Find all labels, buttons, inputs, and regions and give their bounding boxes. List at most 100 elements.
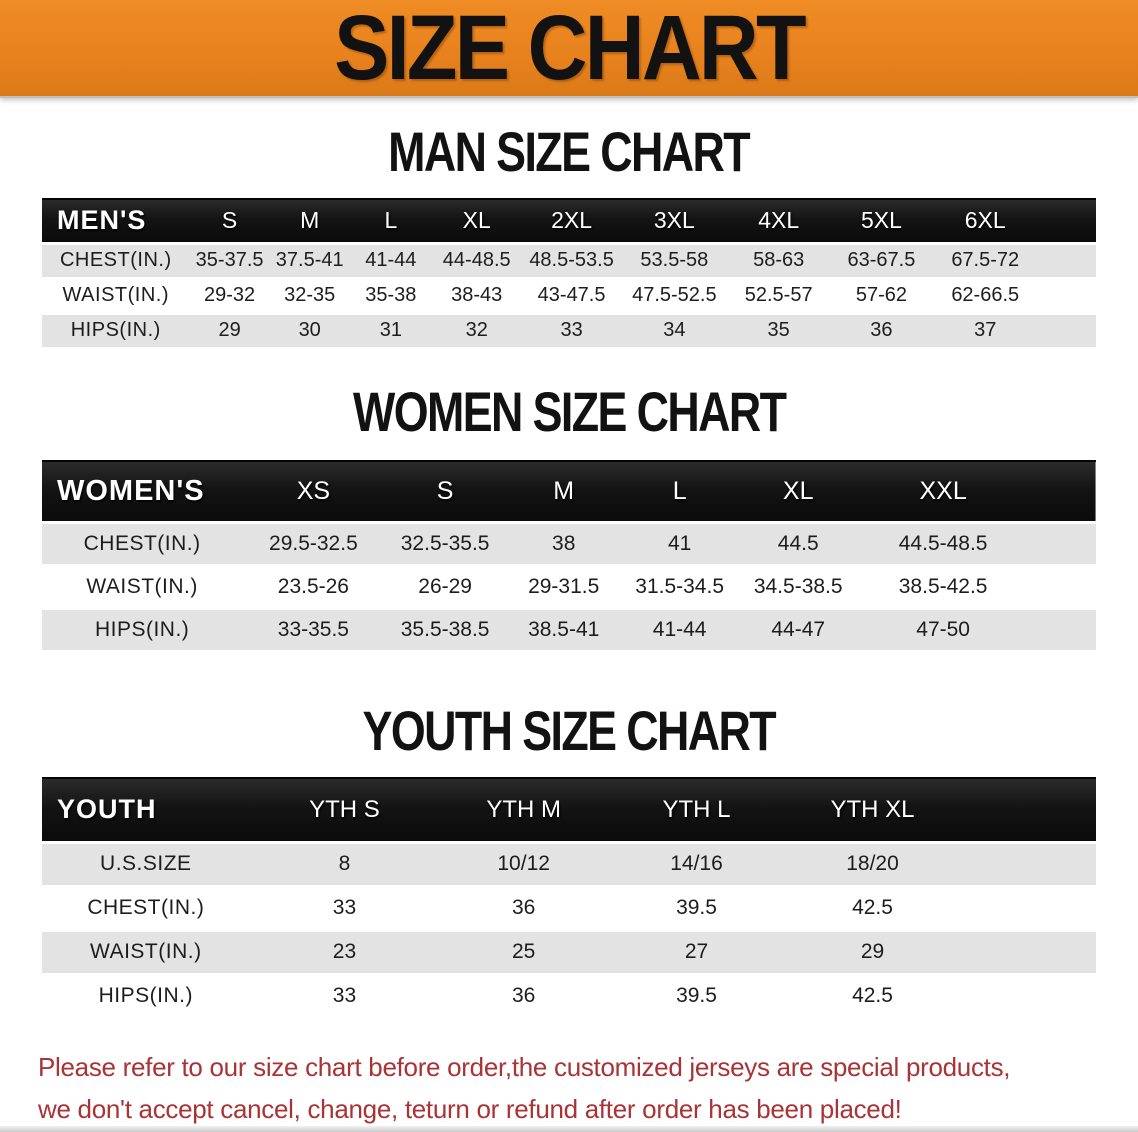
size-value-cell: 29 bbox=[785, 928, 960, 976]
women-section-heading: WOMEN SIZE CHART bbox=[0, 379, 1138, 443]
measurement-row: WAIST(IN.) 29-32 32-35 35-38 38-43 43-47.5 47.… bbox=[42, 276, 1096, 315]
size-column-header: XL bbox=[431, 198, 522, 244]
size-column-header: L bbox=[349, 198, 432, 244]
size-value-cell: 38.5-42.5 bbox=[858, 564, 1028, 610]
size-value-cell: 44.5-48.5 bbox=[858, 521, 1028, 567]
header-spacer-cell bbox=[959, 777, 1096, 843]
size-value-cell: 33 bbox=[521, 311, 622, 350]
size-column-header: L bbox=[621, 459, 738, 524]
table-corner-label: MEN'S bbox=[42, 198, 190, 244]
banner-title: SIZE CHART bbox=[334, 0, 807, 99]
row-spacer-cell bbox=[1027, 521, 1096, 567]
row-label: CHEST(IN.) bbox=[42, 884, 250, 932]
size-column-header: 6XL bbox=[932, 198, 1038, 244]
size-value-cell: 38-43 bbox=[431, 276, 522, 315]
measurement-row: HIPS(IN.) 33 36 39.5 42.5 bbox=[42, 972, 1096, 1020]
youth-section-heading-text: YOUTH SIZE CHART bbox=[362, 699, 777, 762]
man-section-heading: MAN SIZE CHART bbox=[0, 124, 1138, 180]
size-value-cell: 34 bbox=[621, 311, 728, 350]
size-value-cell: 23 bbox=[249, 928, 440, 976]
size-value-cell: 41-44 bbox=[621, 607, 738, 653]
size-value-cell: 14/16 bbox=[607, 840, 786, 888]
size-column-header: YTH XL bbox=[785, 777, 960, 843]
size-value-cell: 38 bbox=[505, 521, 622, 567]
women-section-heading-text: WOMEN SIZE CHART bbox=[352, 379, 787, 443]
size-value-cell: 26-29 bbox=[384, 564, 506, 610]
size-value-cell: 38.5-41 bbox=[505, 607, 622, 653]
size-value-cell: 34.5-38.5 bbox=[737, 564, 859, 610]
measurement-row: U.S.SIZE 8 10/12 14/16 18/20 bbox=[42, 840, 1096, 888]
size-value-cell: 30 bbox=[269, 311, 350, 350]
size-value-cell: 44-48.5 bbox=[431, 241, 522, 280]
men-size-table: MEN'S S M L XL 2XL 3XL 4XL 5XL 6XL CHEST(IN.) 35-37… bbox=[42, 198, 1096, 350]
row-spacer-cell bbox=[1037, 241, 1096, 280]
measurement-row: WAIST(IN.) 23.5-26 26-29 29-31.5 31.5-34.5 34… bbox=[42, 564, 1096, 610]
row-spacer-cell bbox=[1037, 311, 1096, 350]
header-spacer-cell bbox=[1027, 459, 1096, 524]
row-label: CHEST(IN.) bbox=[42, 241, 190, 280]
size-value-cell: 36 bbox=[830, 311, 933, 350]
size-value-cell: 29-32 bbox=[189, 276, 270, 315]
size-column-header: XL bbox=[737, 459, 859, 524]
size-value-cell: 44-47 bbox=[737, 607, 859, 653]
size-value-cell: 63-67.5 bbox=[830, 241, 933, 280]
size-value-cell: 35 bbox=[727, 311, 831, 350]
size-value-cell: 42.5 bbox=[785, 884, 960, 932]
table-header-row: WOMEN'S XS S M L XL XXL bbox=[42, 459, 1096, 524]
size-value-cell: 32 bbox=[431, 311, 522, 350]
measurement-row: CHEST(IN.) 35-37.5 37.5-41 41-44 44-48.5 48.5… bbox=[42, 241, 1096, 280]
measurement-row: WAIST(IN.) 23 25 27 29 bbox=[42, 928, 1096, 976]
row-spacer-cell bbox=[959, 840, 1096, 888]
measurement-row: CHEST(IN.) 33 36 39.5 42.5 bbox=[42, 884, 1096, 932]
youth-size-table: YOUTH YTH S YTH M YTH L YTH XL U.S.SIZE 8 10/12… bbox=[42, 777, 1096, 1020]
size-column-header: M bbox=[505, 459, 622, 524]
size-value-cell: 39.5 bbox=[607, 972, 786, 1020]
row-spacer-cell bbox=[959, 928, 1096, 976]
disclaimer-line-2: we don't accept cancel, change, teturn o… bbox=[38, 1093, 902, 1124]
size-value-cell: 31.5-34.5 bbox=[621, 564, 738, 610]
youth-section-heading: YOUTH SIZE CHART bbox=[0, 699, 1138, 762]
size-column-header: S bbox=[189, 198, 270, 244]
size-value-cell: 39.5 bbox=[607, 884, 786, 932]
measurement-row: HIPS(IN.) 29 30 31 32 33 34 35 36 37 bbox=[42, 311, 1096, 350]
row-spacer-cell bbox=[1027, 564, 1096, 610]
size-value-cell: 47-50 bbox=[858, 607, 1028, 653]
size-value-cell: 35.5-38.5 bbox=[384, 607, 506, 653]
size-value-cell: 53.5-58 bbox=[621, 241, 728, 280]
row-label: U.S.SIZE bbox=[42, 840, 250, 888]
size-column-header: 2XL bbox=[521, 198, 622, 244]
women-size-table: WOMEN'S XS S M L XL XXL CHEST(IN.) 29.5-32.5 32.5… bbox=[42, 459, 1096, 653]
size-value-cell: 32-35 bbox=[269, 276, 350, 315]
size-value-cell: 37 bbox=[932, 311, 1038, 350]
row-label: HIPS(IN.) bbox=[42, 972, 250, 1020]
row-label: WAIST(IN.) bbox=[42, 564, 243, 610]
row-label: WAIST(IN.) bbox=[42, 276, 190, 315]
size-column-header: YTH L bbox=[607, 777, 786, 843]
measurement-row: CHEST(IN.) 29.5-32.5 32.5-35.5 38 41 44.5 44.5… bbox=[42, 521, 1096, 567]
size-value-cell: 41 bbox=[621, 521, 738, 567]
row-spacer-cell bbox=[959, 884, 1096, 932]
size-value-cell: 33 bbox=[249, 972, 440, 1020]
size-value-cell: 29 bbox=[189, 311, 270, 350]
size-column-header: XS bbox=[242, 459, 385, 524]
header-spacer-cell bbox=[1037, 198, 1096, 244]
size-column-header: YTH M bbox=[439, 777, 608, 843]
row-label: WAIST(IN.) bbox=[42, 928, 250, 976]
size-column-header: M bbox=[269, 198, 350, 244]
size-value-cell: 10/12 bbox=[439, 840, 608, 888]
size-value-cell: 35-37.5 bbox=[189, 241, 270, 280]
size-column-header: 5XL bbox=[830, 198, 933, 244]
disclaimer-text: Please refer to our size chart before or… bbox=[0, 1046, 1138, 1130]
size-value-cell: 67.5-72 bbox=[932, 241, 1038, 280]
size-value-cell: 58-63 bbox=[727, 241, 831, 280]
size-column-header: XXL bbox=[858, 459, 1028, 524]
row-label: HIPS(IN.) bbox=[42, 311, 190, 350]
size-value-cell: 43-47.5 bbox=[521, 276, 622, 315]
size-value-cell: 31 bbox=[349, 311, 432, 350]
row-label: CHEST(IN.) bbox=[42, 521, 243, 567]
size-value-cell: 52.5-57 bbox=[727, 276, 831, 315]
size-value-cell: 41-44 bbox=[349, 241, 432, 280]
size-value-cell: 27 bbox=[607, 928, 786, 976]
table-header-row: MEN'S S M L XL 2XL 3XL 4XL 5XL 6XL bbox=[42, 198, 1096, 244]
size-chart-banner: SIZE CHART bbox=[0, 0, 1138, 98]
